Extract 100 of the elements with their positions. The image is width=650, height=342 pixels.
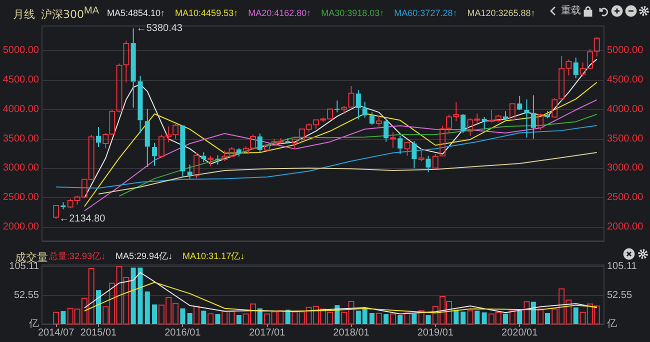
- bar: [236, 315, 242, 324]
- x-tick-label: 2016/01: [164, 328, 202, 338]
- bar: [418, 310, 424, 324]
- candlestick: [573, 57, 578, 79]
- chart-title: 沪深300: [41, 8, 84, 21]
- candlestick: [187, 164, 192, 180]
- bar: [398, 315, 403, 324]
- y2-tick-label: 5000.00: [607, 45, 644, 56]
- line-series: [84, 82, 598, 208]
- bar: [467, 310, 474, 324]
- candlestick: [426, 155, 431, 173]
- series-label: 总量:32.93亿↓: [48, 251, 106, 261]
- y2-tick-label: 亿: [606, 318, 617, 330]
- bar: [152, 304, 158, 324]
- bar: [60, 311, 66, 324]
- bar: [503, 314, 508, 324]
- candlestick: [96, 126, 101, 148]
- chart-subtitle: 月线: [13, 8, 35, 21]
- text: MA20:4162.80↑: [248, 8, 312, 18]
- x-tick-label: 2019/01: [417, 328, 454, 338]
- candlestick: [356, 90, 361, 120]
- x-tick-label: 2017/01: [249, 328, 286, 338]
- candlestick: [412, 140, 417, 169]
- candlestick: [370, 112, 375, 126]
- y2-tick-label: 52.55: [607, 290, 632, 301]
- candlestick: [60, 202, 66, 210]
- line-series: [84, 282, 598, 314]
- y-tick-label: 4000.00: [2, 104, 40, 115]
- x-tick-label: 2015/01: [80, 328, 118, 338]
- y-tick-label: 2000.00: [2, 221, 40, 232]
- bar: [96, 290, 101, 324]
- candlestick: [390, 132, 396, 148]
- bar: [384, 314, 389, 324]
- x-tick-label: 2014/07: [38, 328, 75, 338]
- bar: [180, 308, 186, 324]
- bar: [194, 306, 200, 324]
- bar: [412, 314, 417, 324]
- bar: [426, 315, 431, 324]
- bar: [144, 291, 150, 324]
- text: 重载: [561, 4, 581, 16]
- text: MA60:3727.28↑: [394, 8, 458, 18]
- bar: [53, 312, 60, 324]
- annotation: ←5380.43: [136, 22, 183, 34]
- bar: [530, 302, 536, 324]
- candlestick: [285, 138, 290, 144]
- y2-tick-label: 2000.00: [607, 221, 644, 232]
- y2-tick-label: 4500.00: [607, 74, 644, 86]
- line-series: [56, 124, 598, 189]
- text: MA120:3265.88↑: [467, 8, 536, 18]
- bar: [376, 312, 382, 324]
- text: MA10:31.17亿↓: [182, 251, 245, 261]
- legend-title: MA: [84, 6, 100, 16]
- annotation: ←2134.80: [59, 213, 106, 224]
- candlestick: [201, 152, 206, 163]
- candlestick: [524, 98, 530, 138]
- bar: [573, 307, 578, 324]
- candlestick: [257, 133, 262, 153]
- y2-tick-label: 3500.00: [607, 133, 644, 144]
- bar: [201, 310, 206, 324]
- candlestick: [460, 114, 466, 134]
- x-tick-label: 2020/01: [502, 328, 538, 338]
- bar: [215, 314, 220, 324]
- bar: [454, 310, 459, 324]
- y-tick-label: 4500.00: [2, 74, 40, 86]
- bar: [482, 312, 487, 324]
- candlestick: [530, 94, 536, 140]
- y2-tick-label: 105.11: [607, 261, 638, 272]
- series-label: MA5:29.94亿↓: [116, 251, 173, 261]
- y-tick-label: 2500.00: [2, 192, 40, 204]
- bar: [538, 308, 544, 324]
- bar: [404, 312, 410, 324]
- line-series: [84, 99, 598, 212]
- bar: [545, 313, 550, 324]
- bar: [390, 314, 396, 324]
- y-tick-label: 52.55: [14, 290, 40, 301]
- y2-tick-label: 3000.00: [607, 162, 644, 174]
- line-series: [98, 152, 598, 195]
- chart-title: 成交量: [15, 251, 48, 264]
- line-series: [84, 272, 598, 314]
- y-tick-label: 105.11: [9, 261, 40, 272]
- bar: [517, 310, 522, 324]
- bar: [208, 313, 214, 324]
- bar: [524, 301, 530, 324]
- candlestick: [144, 108, 150, 168]
- candlestick: [236, 148, 242, 157]
- bar: [474, 310, 480, 324]
- line-series: [118, 114, 598, 197]
- bar: [370, 313, 375, 324]
- candlestick: [152, 142, 158, 166]
- bar: [187, 313, 192, 324]
- candlestick: [517, 95, 522, 110]
- text: MA10:4459.53↑: [175, 8, 238, 18]
- bar: [257, 308, 262, 324]
- y2-tick-label: 2500.00: [607, 192, 644, 204]
- x-tick-label: 2018/01: [333, 328, 370, 338]
- y-tick-label: 5000.00: [2, 45, 40, 56]
- text: MA30:3918.03↑: [321, 8, 384, 18]
- text: MA5:4854.10↑: [107, 8, 166, 18]
- y2-tick-label: 4000.00: [607, 104, 644, 115]
- y-tick-label: 3000.00: [2, 162, 40, 174]
